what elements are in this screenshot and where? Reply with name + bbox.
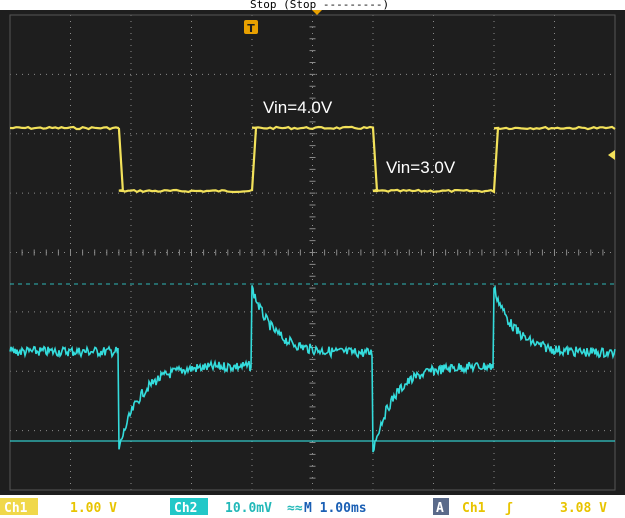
ch1-badge-bg — [0, 498, 38, 515]
status-bar-content: Ch1 1.00 V Ch2 10.0mV ≈≈ M 1.00ms A Ch1 … — [0, 498, 607, 516]
ch2-badge[interactable]: Ch2 — [174, 501, 197, 516]
vin-low-label: Vin=3.0V — [386, 158, 456, 177]
ch2-badge-bg — [170, 498, 208, 515]
trigger-mode-bg — [433, 498, 449, 515]
trigger-arrow-icon — [312, 10, 322, 15]
status-bar — [0, 495, 625, 518]
trigger-source: Ch1 — [462, 501, 486, 516]
status-top-text: Stop (Stop ---------) — [250, 0, 389, 11]
trigger-marker-label: T — [247, 22, 255, 35]
ch2-trace — [9, 284, 616, 453]
trigger-position-marker[interactable]: T — [244, 20, 258, 35]
timebase: M 1.00ms — [304, 501, 367, 516]
bandwidth-limit-icon: ≈≈ — [287, 501, 303, 516]
trigger-slope-icon: ʃ — [505, 501, 513, 516]
trigger-mode: A — [436, 501, 444, 516]
vin-high-label: Vin=4.0V — [263, 98, 333, 117]
ch1-trace — [9, 125, 616, 194]
trigger-level: 3.08 V — [560, 501, 607, 516]
ch2-scale: 10.0mV — [225, 501, 272, 516]
grid-frame — [9, 14, 616, 491]
ch1-scale: 1.00 V — [70, 501, 117, 516]
trigger-level-arrow-icon[interactable] — [608, 150, 615, 160]
ch1-badge[interactable]: Ch1 — [4, 501, 28, 516]
graticule — [9, 14, 616, 491]
